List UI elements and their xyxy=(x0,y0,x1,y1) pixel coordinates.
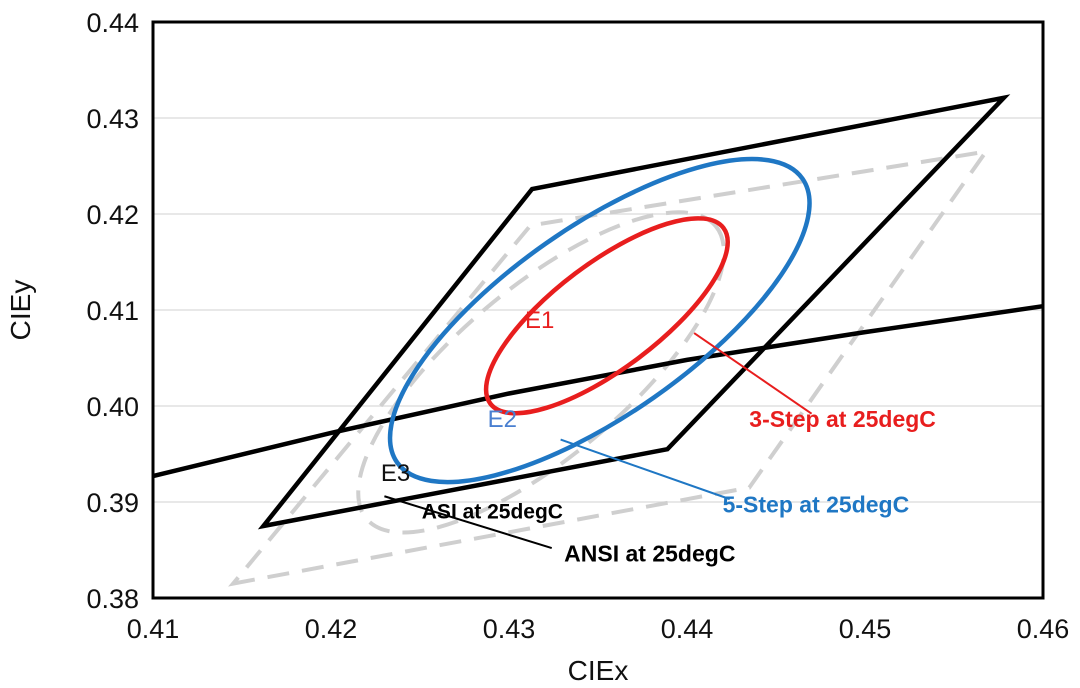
series-1-curve xyxy=(152,303,1044,479)
x-tick-label: 0.45 xyxy=(839,614,892,644)
series-4-polygon xyxy=(228,148,991,587)
y-tick-label: 0.44 xyxy=(86,8,139,38)
x-tick-label: 0.41 xyxy=(127,614,180,644)
x-tick-label: 0.43 xyxy=(483,614,536,644)
plot-area-border xyxy=(151,20,1045,600)
y-tick-label: 0.42 xyxy=(86,200,139,230)
y-tick-label: 0.40 xyxy=(86,392,139,422)
x-tick-label: 0.42 xyxy=(305,614,358,644)
annotation-label: ANSI at 25degC xyxy=(564,541,735,567)
annotation-label: 3-Step at 25degC xyxy=(749,406,936,432)
x-tick-label: 0.46 xyxy=(1017,614,1070,644)
annotation-label: ASI at 25degC xyxy=(422,500,563,523)
annotation-leader-line xyxy=(384,495,553,550)
annotation-label: E3 xyxy=(381,460,410,487)
series-3-ellipse xyxy=(483,216,730,416)
y-tick-label: 0.43 xyxy=(86,104,139,134)
x-tick-label: 0.44 xyxy=(661,614,714,644)
annotation-leader-line xyxy=(693,332,813,415)
series-0-polygon xyxy=(257,94,1011,530)
annotation-label: E2 xyxy=(488,406,517,433)
y-tick-label: 0.41 xyxy=(86,296,139,326)
annotation-leader-line xyxy=(560,438,731,501)
y-tick-label: 0.38 xyxy=(86,584,139,614)
annotation-label: 5-Step at 25degC xyxy=(723,492,910,518)
series-2-ellipse xyxy=(387,156,812,485)
y-tick-label: 0.39 xyxy=(86,488,139,518)
annotation-label: E1 xyxy=(525,307,554,334)
y-axis-title: CIEy xyxy=(5,280,36,341)
series-5-ellipse xyxy=(356,210,726,535)
x-axis-title: CIEx xyxy=(568,655,629,686)
